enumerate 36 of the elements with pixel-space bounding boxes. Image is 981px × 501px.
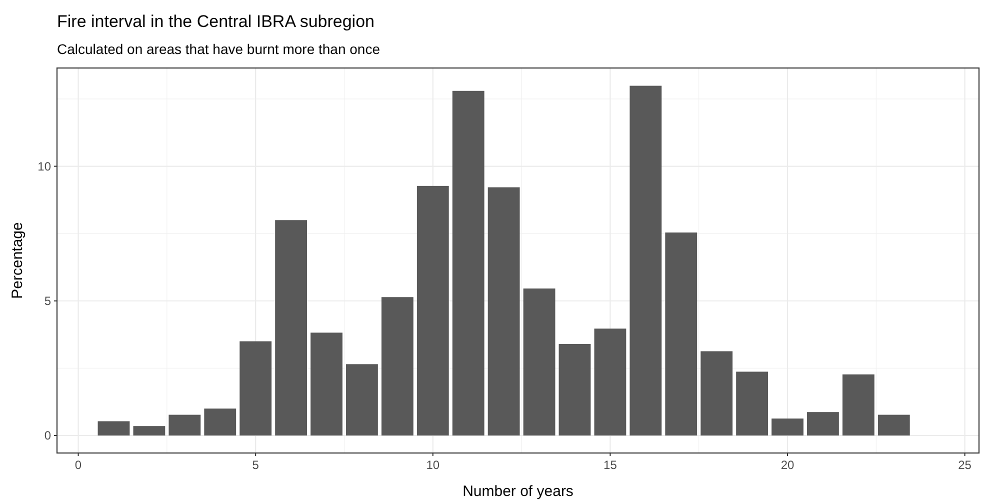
bar <box>878 414 910 436</box>
bar <box>133 426 166 436</box>
y-tick-label: 0 <box>44 428 52 443</box>
y-tick-label: 5 <box>44 294 52 308</box>
bar <box>452 90 484 436</box>
bar <box>842 374 874 436</box>
bar <box>736 372 768 436</box>
y-axis-title: Percentage <box>9 222 26 299</box>
bar <box>523 288 556 436</box>
bar <box>594 328 626 436</box>
bar <box>416 186 449 436</box>
x-tick-label: 10 <box>426 458 440 472</box>
chart-title: Fire interval in the Central IBRA subregion <box>57 12 374 31</box>
x-tick-label: 20 <box>780 458 794 472</box>
x-tick-label: 25 <box>958 458 972 472</box>
bar <box>310 332 342 436</box>
y-tick-label: 10 <box>38 159 52 174</box>
bar <box>168 414 201 436</box>
x-tick-label: 15 <box>604 458 618 472</box>
bar <box>204 408 236 436</box>
bar <box>381 297 414 436</box>
bar <box>700 351 733 436</box>
bar <box>275 220 308 436</box>
x-axis-title: Number of years <box>462 483 574 500</box>
bar <box>665 232 698 436</box>
x-tick-label: 5 <box>252 458 260 472</box>
bar <box>98 421 130 436</box>
bar <box>240 341 272 436</box>
bar <box>346 364 378 436</box>
bar <box>488 187 520 436</box>
x-tick-label: 0 <box>74 458 82 472</box>
bar <box>772 418 804 436</box>
bar <box>558 344 591 436</box>
bar <box>630 86 662 436</box>
chart-subtitle: Calculated on areas that have burnt more than once <box>57 41 380 57</box>
bar <box>807 412 839 436</box>
